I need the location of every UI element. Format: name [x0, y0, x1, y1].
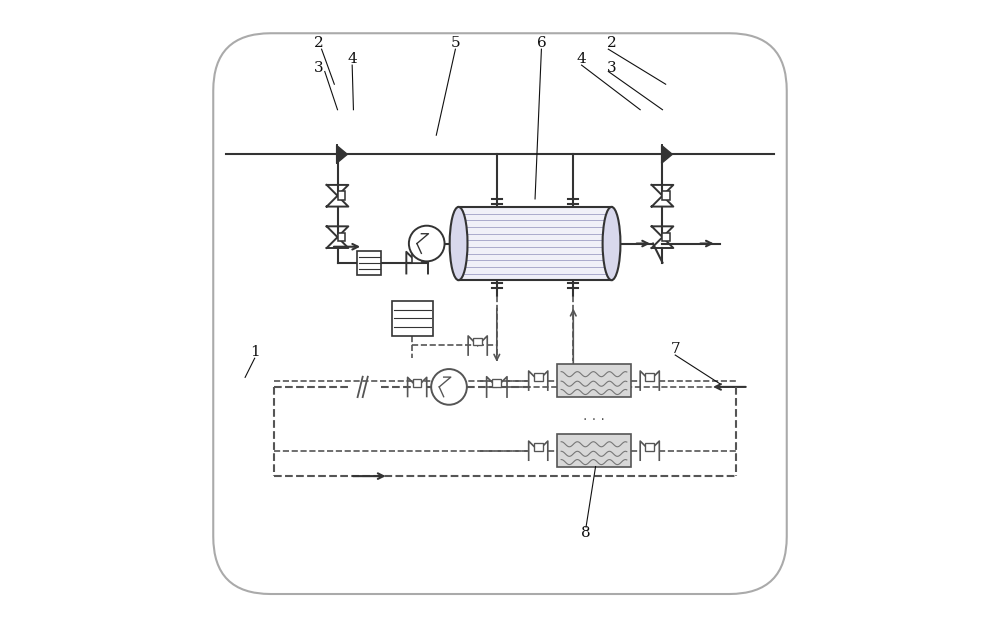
- Bar: [534, 373, 543, 381]
- Text: 3: 3: [314, 61, 323, 76]
- Text: 4: 4: [347, 52, 357, 66]
- Bar: [662, 191, 670, 200]
- Polygon shape: [337, 145, 347, 163]
- Bar: [473, 338, 482, 346]
- Bar: [645, 443, 654, 451]
- Bar: [392, 301, 433, 336]
- Polygon shape: [662, 145, 672, 163]
- Ellipse shape: [450, 207, 468, 280]
- Text: 7: 7: [670, 342, 680, 356]
- Text: . . .: . . .: [583, 408, 605, 422]
- Text: 6: 6: [537, 36, 546, 50]
- Text: 2: 2: [314, 36, 323, 50]
- Bar: [413, 380, 421, 387]
- Bar: [534, 443, 543, 451]
- Bar: [557, 434, 631, 467]
- Text: 4: 4: [577, 52, 586, 66]
- Bar: [412, 254, 422, 262]
- Bar: [338, 233, 345, 241]
- Text: 5: 5: [451, 36, 460, 50]
- Text: 8: 8: [581, 527, 591, 540]
- FancyBboxPatch shape: [213, 33, 787, 594]
- Bar: [338, 191, 345, 200]
- Circle shape: [409, 226, 445, 261]
- Bar: [645, 373, 654, 381]
- Bar: [662, 233, 670, 241]
- Text: 3: 3: [607, 61, 616, 76]
- Circle shape: [431, 369, 467, 404]
- Bar: [357, 250, 381, 275]
- Text: 2: 2: [607, 36, 616, 50]
- Bar: [557, 364, 631, 397]
- Bar: [459, 207, 612, 280]
- Ellipse shape: [603, 207, 620, 280]
- Text: 1: 1: [250, 345, 260, 359]
- Bar: [492, 379, 501, 387]
